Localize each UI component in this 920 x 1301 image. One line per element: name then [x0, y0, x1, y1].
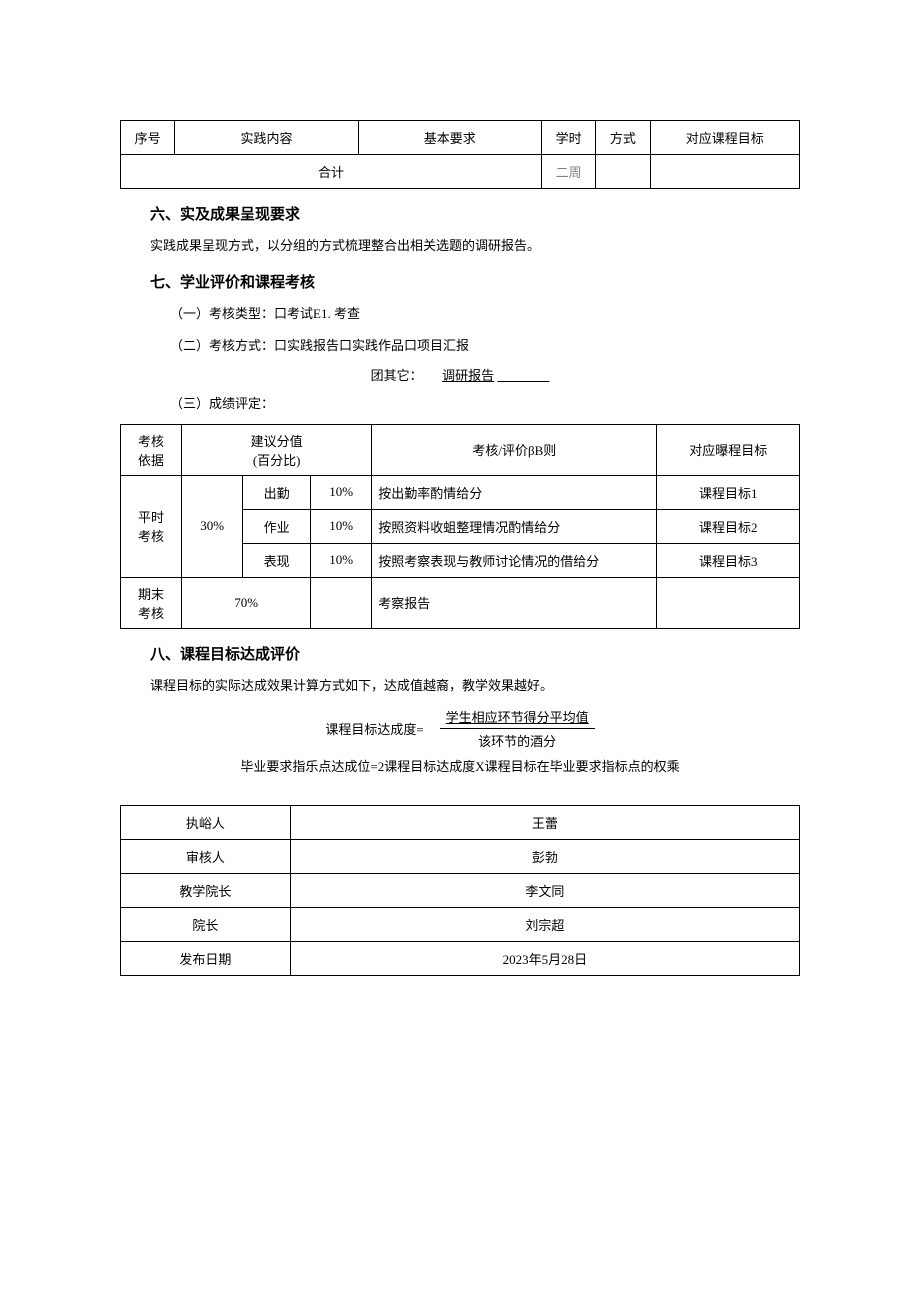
sig-value: 王蕾 — [290, 805, 799, 839]
table-row: 合计 二周 — [121, 155, 800, 189]
col-header: 实践内容 — [175, 121, 358, 155]
formula-lhs: 课程目标达成度= — [325, 719, 423, 738]
item-rule: 按照资料收蛆整理情况酌情给分 — [372, 509, 657, 543]
item-target: 课程目标1 — [657, 475, 800, 509]
item-target — [657, 577, 800, 628]
line3-underlined: 调研报告 — [442, 368, 494, 383]
section-7-line3: 团其它： 调研报告 — [120, 365, 800, 384]
col-header: 学时 — [541, 121, 595, 155]
formula-denominator: 该环节的酒分 — [472, 729, 562, 750]
assessment-table: 考核 依据 建议分值 (百分比) 考核/评价βB则 对应曝程目标 平时 考核 3… — [120, 424, 800, 629]
table-row: 院长 刘宗超 — [121, 907, 800, 941]
pct-cell: 30% — [182, 475, 243, 577]
section-8-body2: 毕业要求指乐点达成位=2课程目标达成度X课程目标在毕业要求指标点的权乘 — [120, 756, 800, 775]
col-header: 序号 — [121, 121, 175, 155]
empty-cell — [650, 155, 799, 189]
table-row: 序号 实践内容 基本要求 学时 方式 对应课程目标 — [121, 121, 800, 155]
table-row: 考核 依据 建议分值 (百分比) 考核/评价βB则 对应曝程目标 — [121, 424, 800, 475]
empty-cell — [596, 155, 650, 189]
sig-value: 李文同 — [290, 873, 799, 907]
item-pct: 10% — [311, 543, 372, 577]
sig-label: 执峪人 — [121, 805, 291, 839]
item-name: 出勤 — [243, 475, 311, 509]
section-7-line2: （二）考核方式：口实践报告口实践作品口项目汇报 — [170, 334, 800, 357]
item-target: 课程目标2 — [657, 509, 800, 543]
table-row: 审核人 彭勃 — [121, 839, 800, 873]
section-6-title: 六、实及成果呈现要求 — [150, 203, 800, 224]
col-header: 基本要求 — [358, 121, 541, 155]
total-value: 二周 — [541, 155, 595, 189]
table-row: 平时 考核 30% 出勤 10% 按出勤率酌情给分 课程目标1 — [121, 475, 800, 509]
col-header: 对应课程目标 — [650, 121, 799, 155]
item-pct: 10% — [311, 475, 372, 509]
sig-label: 审核人 — [121, 839, 291, 873]
sig-value: 2023年5月28日 — [290, 941, 799, 975]
item-name: 作业 — [243, 509, 311, 543]
col-header: 考核/评价βB则 — [372, 424, 657, 475]
item-pct: 10% — [311, 509, 372, 543]
section-6-body: 实践成果呈现方式，以分组的方式梳理整合出相关选题的调研报告。 — [150, 234, 800, 257]
table-row: 期末 考核 70% 考察报告 — [121, 577, 800, 628]
basis-cell: 平时 考核 — [121, 475, 182, 577]
formula-fraction: 学生相应环节得分平均值 该环节的酒分 — [440, 707, 595, 750]
table-row: 执峪人 王蕾 — [121, 805, 800, 839]
formula: 课程目标达成度= 学生相应环节得分平均值 该环节的酒分 — [120, 707, 800, 750]
section-8-title: 八、课程目标达成评价 — [150, 643, 800, 664]
total-label: 合计 — [121, 155, 542, 189]
sig-value: 彭勃 — [290, 839, 799, 873]
sig-label: 教学院长 — [121, 873, 291, 907]
formula-numerator: 学生相应环节得分平均值 — [440, 707, 595, 729]
item-name: 表现 — [243, 543, 311, 577]
item-rule: 按照考察表现与教师讨论情况的借给分 — [372, 543, 657, 577]
col-header: 方式 — [596, 121, 650, 155]
section-7-title: 七、学业评价和课程考核 — [150, 271, 800, 292]
sig-label: 院长 — [121, 907, 291, 941]
line3-blank — [497, 368, 549, 383]
table-row: 发布日期 2023年5月28日 — [121, 941, 800, 975]
sig-label: 发布日期 — [121, 941, 291, 975]
item-target: 课程目标3 — [657, 543, 800, 577]
col-header: 建议分值 (百分比) — [182, 424, 372, 475]
col-header: 考核 依据 — [121, 424, 182, 475]
item-rule: 考察报告 — [372, 577, 657, 628]
line3-prefix: 团其它： — [371, 368, 423, 383]
basis-cell: 期末 考核 — [121, 577, 182, 628]
section-7-line1: （一）考核类型：口考试E1. 考查 — [170, 302, 800, 325]
item-rule: 按出勤率酌情给分 — [372, 475, 657, 509]
section-7-line4: （三）成绩评定： — [170, 392, 800, 415]
table-row: 教学院长 李文同 — [121, 873, 800, 907]
empty-cell — [311, 577, 372, 628]
col-header: 对应曝程目标 — [657, 424, 800, 475]
pct-cell: 70% — [182, 577, 311, 628]
sig-value: 刘宗超 — [290, 907, 799, 941]
practice-table: 序号 实践内容 基本要求 学时 方式 对应课程目标 合计 二周 — [120, 120, 800, 189]
section-8-body1: 课程目标的实际达成效果计算方式如下，达成值越裔，教学效果越好。 — [150, 674, 800, 697]
signature-table: 执峪人 王蕾 审核人 彭勃 教学院长 李文同 院长 刘宗超 发布日期 2023年… — [120, 805, 800, 976]
